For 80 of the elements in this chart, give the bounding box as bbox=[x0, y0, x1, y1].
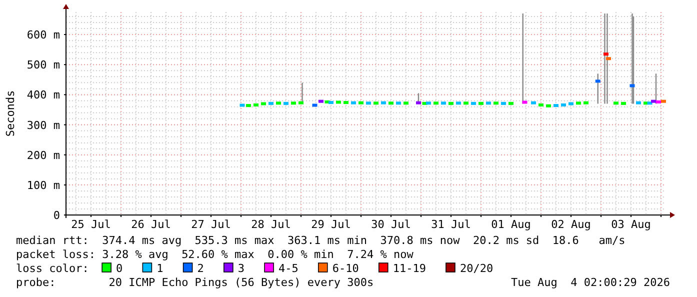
point bbox=[651, 100, 656, 103]
legend-label: 11-19 bbox=[392, 262, 426, 275]
point bbox=[604, 52, 608, 56]
legend-label: 3 bbox=[238, 262, 245, 275]
x-tick-label: 28 Jul bbox=[251, 218, 291, 231]
legend-label: 0 bbox=[116, 262, 123, 275]
point bbox=[554, 104, 558, 108]
point bbox=[381, 101, 386, 104]
point bbox=[576, 102, 581, 105]
point bbox=[501, 102, 506, 105]
y-tick-label: 100 m bbox=[26, 178, 60, 192]
point bbox=[388, 102, 394, 105]
point bbox=[351, 101, 356, 104]
point bbox=[416, 101, 421, 104]
point bbox=[336, 100, 341, 104]
x-tick-label: 25 Jul bbox=[71, 218, 111, 231]
point bbox=[508, 102, 514, 105]
text: probe: 20 ICMP Echo Pings (56 Bytes) every 300s bbox=[16, 276, 374, 289]
point bbox=[366, 102, 371, 105]
y-tick-label: 500 m bbox=[26, 58, 60, 72]
legend-title: loss color: bbox=[16, 262, 89, 275]
point bbox=[614, 102, 618, 105]
point bbox=[464, 102, 468, 105]
point bbox=[318, 100, 324, 103]
x-tick-label: 30 Jul bbox=[371, 218, 411, 231]
point bbox=[434, 102, 438, 105]
point bbox=[486, 102, 491, 105]
x-tick-label: 31 Jul bbox=[431, 218, 471, 231]
point bbox=[358, 101, 364, 104]
legend-label: 4-5 bbox=[278, 262, 298, 275]
point bbox=[636, 101, 641, 104]
point bbox=[494, 102, 498, 105]
point bbox=[661, 100, 666, 103]
point bbox=[268, 102, 274, 105]
point bbox=[344, 101, 348, 104]
point bbox=[561, 103, 566, 106]
point bbox=[546, 104, 551, 108]
point bbox=[284, 102, 288, 105]
point bbox=[448, 102, 454, 105]
x-tick-label: 29 Jul bbox=[311, 218, 351, 231]
text: packet loss: 3.28 % avg 52.60 % max 0.00 % min 7.24 % now bbox=[16, 248, 414, 261]
legend-label: 20/20 bbox=[460, 262, 494, 275]
x-tick-label: 03 Aug bbox=[611, 218, 651, 231]
point bbox=[396, 102, 401, 105]
y-tick-label: 0 bbox=[53, 209, 60, 222]
point bbox=[374, 102, 378, 105]
point bbox=[606, 57, 611, 60]
point bbox=[478, 102, 484, 105]
legend-label: 6-10 bbox=[332, 262, 359, 275]
y-axis-title: Seconds bbox=[4, 90, 17, 137]
point bbox=[426, 102, 431, 105]
point bbox=[456, 102, 461, 105]
x-tick-label: 26 Jul bbox=[131, 218, 171, 231]
x-tick-label: 02 Aug bbox=[551, 218, 591, 231]
point bbox=[246, 104, 251, 108]
point bbox=[568, 102, 574, 106]
text: median rtt: 374.4 ms avg 535.3 ms max 363.1 ms min 370.8 ms now 20.2 ms sd 18.6 am/s bbox=[16, 234, 626, 247]
legend-label: 1 bbox=[156, 262, 164, 275]
y-tick-label: 600 m bbox=[26, 28, 60, 42]
y-tick-label: 200 m bbox=[26, 148, 60, 162]
point bbox=[298, 101, 304, 104]
point bbox=[621, 102, 626, 105]
point bbox=[254, 103, 258, 106]
legend-label: 2 bbox=[197, 262, 204, 275]
point bbox=[291, 102, 296, 105]
point bbox=[531, 101, 536, 104]
x-tick-label: 01 Aug bbox=[491, 218, 531, 231]
point bbox=[404, 102, 408, 105]
point bbox=[538, 103, 544, 106]
y-tick-label: 400 m bbox=[26, 88, 60, 102]
point bbox=[584, 101, 588, 104]
point bbox=[328, 101, 334, 104]
x-tick-label: 27 Jul bbox=[191, 218, 231, 231]
point bbox=[276, 102, 281, 105]
text: Tue Aug 4 02:00:29 2026 bbox=[511, 276, 670, 289]
point bbox=[471, 102, 476, 105]
y-tick-label: 300 m bbox=[26, 118, 60, 132]
point bbox=[441, 102, 446, 105]
point bbox=[656, 100, 661, 104]
point bbox=[261, 102, 266, 106]
